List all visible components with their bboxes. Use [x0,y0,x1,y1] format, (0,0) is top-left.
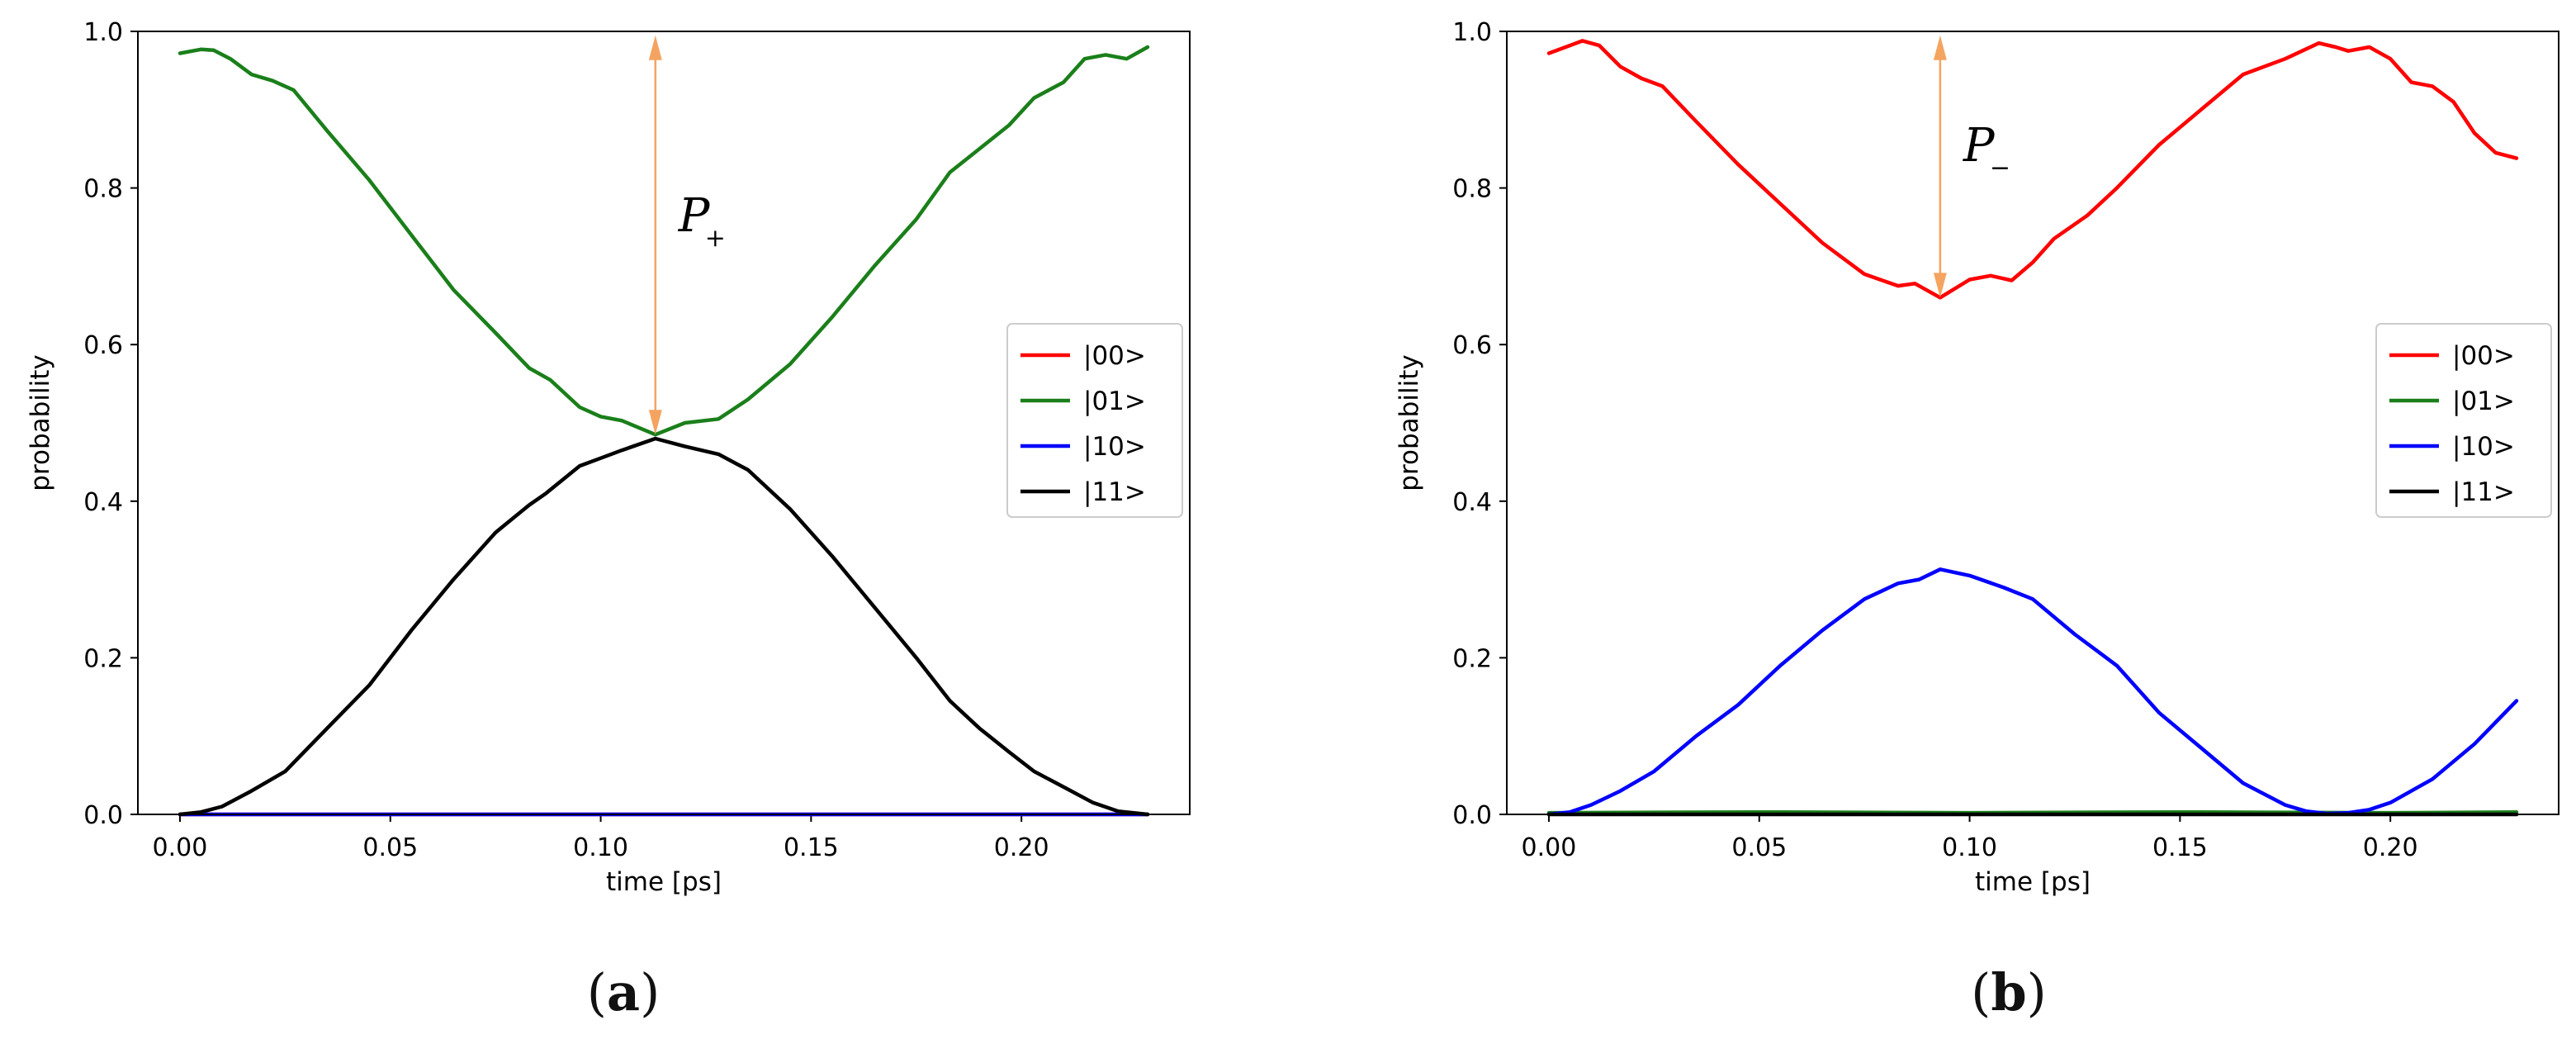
legend-entry: |11> [1083,477,1146,507]
chart-panel-a: 0.00 0.05 0.10 0.15 0.20 0.0 0.2 0.4 0.6 0.8 1.0 ti… [26,18,1191,897]
annotation-arrow [648,35,662,435]
x-tick-label: 0.05 [1731,833,1787,862]
y-tick-label: 0.4 [1452,488,1492,517]
y-tick-label: 0.0 [83,801,123,830]
annotation-label: P [1963,119,1996,173]
y-tick-label: 0.0 [1452,801,1492,830]
x-tick-label: 0.15 [784,833,839,862]
legend-entry: |01> [2452,387,2515,416]
annotation-arrow [1933,35,1947,298]
x-tick-label: 0.00 [1522,833,1577,862]
series-group [1546,39,2519,817]
x-tick-label: 0.15 [2152,833,2208,862]
x-tick-label: 0.20 [2363,833,2418,862]
caption-a-label: a [606,962,641,1023]
axes-frame [1506,31,2559,815]
caption-a: (a) [586,962,661,1023]
legend: |00> |01> |10> |11> [1006,323,1183,518]
x-axis-label: time [ps] [606,867,722,897]
caption-b: (b) [1971,962,2047,1023]
series-line-11 [178,436,1150,817]
series-line-10 [1546,567,2519,817]
y-tick-label: 0.8 [83,175,123,204]
annotation-label: P [678,189,711,243]
legend: |00> |01> |10> |11> [2375,323,2552,518]
legend-entry: |00> [2452,341,2515,371]
x-tick-label: 0.00 [153,833,208,862]
y-tick-label: 1.0 [1452,18,1492,47]
x-tick-label: 0.10 [573,833,628,862]
legend-entry: |01> [1083,387,1146,416]
y-tick-label: 0.2 [1452,644,1492,673]
annotation-arrowhead-top [1933,35,1947,60]
series-line-00 [1546,39,2519,300]
annotation-subscript: + [705,224,726,253]
y-tick-label: 0.6 [1452,331,1492,360]
annotation-subscript: − [1990,154,2010,183]
axes-frame [137,31,1191,815]
y-tick-label: 0.8 [1452,175,1492,204]
y-tick-label: 0.6 [83,331,123,360]
x-tick-label: 0.20 [994,833,1049,862]
y-axis-label: probability [1395,354,1424,491]
series-line-01 [178,45,1150,437]
y-tick-label: 1.0 [83,18,123,47]
caption-b-label: b [1991,962,2027,1023]
legend-entry: |00> [1083,341,1146,371]
x-axis-label: time [ps] [1975,867,2091,897]
legend-box [2375,323,2552,518]
legend-box [1006,323,1183,518]
y-tick-label: 0.4 [83,488,123,517]
x-tick-label: 0.05 [362,833,418,862]
annotation-arrowhead-top [648,35,662,60]
y-tick-label: 0.2 [83,644,123,673]
x-tick-label: 0.10 [1942,833,1997,862]
chart-panel-b: 0.00 0.05 0.10 0.15 0.20 0.0 0.2 0.4 0.6 0.8 1.0 ti… [1395,18,2559,897]
annotation-arrowhead-bottom [1933,273,1947,298]
legend-entry: |10> [1083,432,1146,462]
legend-entry: |11> [2452,477,2515,507]
y-axis-label: probability [26,354,55,491]
annotation-arrowhead-bottom [648,410,662,435]
legend-entry: |10> [2452,432,2515,462]
series-group [178,45,1150,817]
